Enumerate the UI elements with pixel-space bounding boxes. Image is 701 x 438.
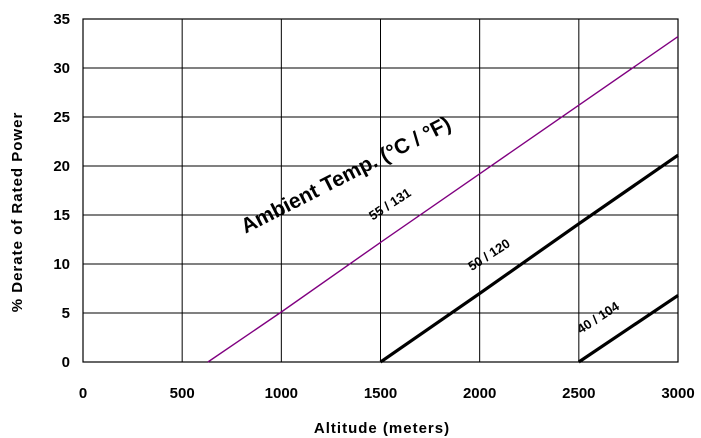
x-axis-label: Altitude (meters): [314, 420, 450, 437]
series-labels: 55 / 131 50 / 120 40 / 104: [366, 185, 622, 337]
series-label-0: 55 / 131: [366, 185, 414, 223]
y-axis-label: % Derate of Rated Power: [9, 112, 26, 313]
series-line-1: [379, 153, 679, 364]
x-tick-label-6: 3000: [661, 385, 694, 402]
y-tick-label-5: 25: [53, 109, 70, 126]
y-tick-label-7: 35: [53, 11, 70, 28]
y-tick-label-3: 15: [53, 207, 70, 224]
x-tick-label-5: 2500: [562, 385, 595, 402]
series-group: [207, 36, 679, 364]
x-tick-label-0: 0: [79, 385, 87, 402]
y-tick-label-2: 10: [53, 256, 70, 273]
series-line-0: [207, 36, 679, 363]
y-tick-label-6: 30: [53, 60, 70, 77]
x-tick-label-3: 1500: [364, 385, 397, 402]
y-tick-label-0: 0: [62, 354, 70, 371]
y-tick-label-4: 20: [53, 158, 70, 175]
grid: [82, 18, 679, 363]
series-label-2: 40 / 104: [574, 298, 622, 337]
ambient-temp-annotation: Ambient Temp. (°C / °F): [237, 112, 454, 238]
series-line-2: [577, 294, 679, 364]
y-tick-labels: 0 5 10 15 20 25 30 35: [53, 11, 70, 371]
x-tick-label-1: 500: [170, 385, 195, 402]
series-label-1: 50 / 120: [465, 236, 513, 274]
x-tick-label-4: 2000: [463, 385, 496, 402]
y-tick-label-1: 5: [62, 305, 70, 322]
x-tick-labels: 0 500 1000 1500 2000 2500 3000: [79, 385, 695, 402]
x-tick-label-2: 1000: [265, 385, 298, 402]
